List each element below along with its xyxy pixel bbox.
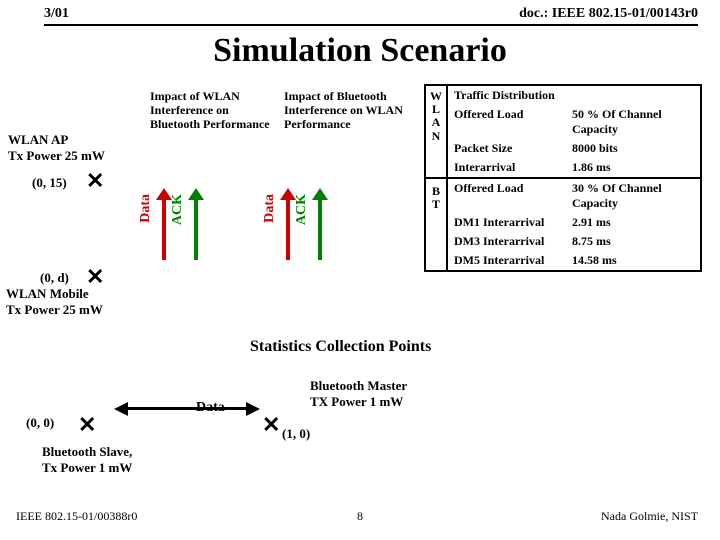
arrow-bar — [194, 200, 198, 260]
page-title: Simulation Scenario — [0, 32, 720, 70]
coord-0-0: (0, 0) — [26, 415, 54, 431]
arrow-head-icon — [188, 188, 204, 200]
cell-key: DM1 Interarrival — [448, 213, 566, 232]
data-label-vert: Data — [262, 194, 278, 223]
arrow-bar — [318, 200, 322, 260]
cell-val: 30 % Of Channel Capacity — [566, 179, 700, 213]
traffic-side-wlan: W L A N — [426, 86, 448, 177]
coord-0-d: (0, d) — [40, 270, 69, 286]
cell-val: 8000 bits — [566, 139, 700, 158]
cell-val: 8.75 ms — [566, 232, 700, 251]
cell-key: Offered Load — [448, 179, 566, 213]
bt-master-l2: TX Power 1 mW — [310, 394, 407, 410]
arrow-group-1: Data ACK — [138, 190, 228, 270]
arrow-bar — [286, 200, 290, 260]
impact-bt-on-wlan: Impact of Bluetooth Interference on WLAN… — [284, 90, 424, 131]
wlan-mob-l2: Tx Power 25 mW — [6, 302, 103, 318]
table-row: Packet Size8000 bits — [448, 139, 700, 158]
header-date: 3/01 — [44, 6, 69, 22]
arrow-head-icon — [246, 402, 260, 416]
arrow-head-icon — [114, 402, 128, 416]
bt-master-l1: Bluetooth Master — [310, 378, 407, 394]
impact-wlan-on-bt: Impact of WLAN Interference on Bluetooth… — [150, 90, 280, 131]
arrow-head-icon — [312, 188, 328, 200]
coord-1-0: (1, 0) — [282, 426, 310, 442]
node-icon: ✕ — [86, 266, 104, 288]
table-row: DM3 Interarrival8.75 ms — [448, 232, 700, 251]
traffic-title: Traffic Distribution — [448, 86, 700, 105]
data-label-vert: Data — [138, 194, 154, 223]
traffic-wlan-block: W L A N Traffic Distribution Offered Loa… — [426, 86, 700, 177]
header-doc: doc.: IEEE 802.15-01/00143r0 — [519, 6, 698, 22]
cell-key: Packet Size — [448, 139, 566, 158]
cell-key: DM5 Interarrival — [448, 251, 566, 270]
cell-key: Offered Load — [448, 105, 566, 139]
side-char: A — [426, 116, 446, 129]
wlan-ap-l1: WLAN AP — [8, 132, 105, 148]
node-icon: ✕ — [262, 414, 280, 436]
ack-label-vert: ACK — [294, 194, 310, 225]
arrow-bar — [162, 200, 166, 260]
stats-collection-title: Statistics Collection Points — [250, 338, 431, 356]
side-char: N — [426, 130, 446, 143]
arrow-line — [128, 407, 246, 410]
bt-master-label: Bluetooth Master TX Power 1 mW — [310, 378, 407, 409]
table-row: Offered Load30 % Of Channel Capacity — [448, 179, 700, 213]
traffic-bt-block: B T Offered Load30 % Of Channel Capacity… — [426, 177, 700, 270]
bt-slave-label: Bluetooth Slave, Tx Power 1 mW — [42, 444, 132, 475]
footer-right: Nada Golmie, NIST — [601, 509, 698, 524]
table-row: DM5 Interarrival14.58 ms — [448, 251, 700, 270]
side-char: T — [426, 198, 446, 211]
data-horiz-label: Data — [196, 400, 225, 416]
ack-label-vert: ACK — [170, 194, 186, 225]
cell-val: 50 % Of Channel Capacity — [566, 105, 700, 139]
cell-key: DM3 Interarrival — [448, 232, 566, 251]
wlan-mobile-label: WLAN Mobile Tx Power 25 mW — [6, 286, 103, 317]
cell-val: 14.58 ms — [566, 251, 700, 270]
wlan-ap-l2: Tx Power 25 mW — [8, 148, 105, 164]
wlan-ap-label: WLAN AP Tx Power 25 mW — [8, 132, 105, 163]
header-rule — [44, 24, 698, 26]
bt-slave-l1: Bluetooth Slave, — [42, 444, 132, 460]
cell-key: Interarrival — [448, 158, 566, 177]
node-icon: ✕ — [86, 170, 104, 192]
arrow-group-2: Data ACK — [262, 190, 352, 270]
node-icon: ✕ — [78, 414, 96, 436]
traffic-table: W L A N Traffic Distribution Offered Loa… — [424, 84, 702, 272]
table-row: Interarrival1.86 ms — [448, 158, 700, 177]
coord-0-15: (0, 15) — [32, 175, 67, 191]
wlan-mob-l1: WLAN Mobile — [6, 286, 103, 302]
traffic-side-bt: B T — [426, 179, 448, 270]
bt-slave-l2: Tx Power 1 mW — [42, 460, 132, 476]
cell-val: 2.91 ms — [566, 213, 700, 232]
cell-val: 1.86 ms — [566, 158, 700, 177]
table-row: DM1 Interarrival2.91 ms — [448, 213, 700, 232]
table-row: Offered Load50 % Of Channel Capacity — [448, 105, 700, 139]
